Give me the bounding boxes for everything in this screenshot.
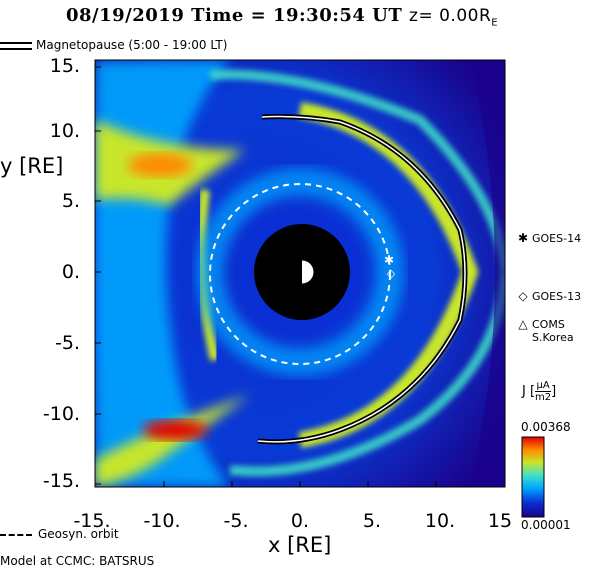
legend-goes14-label: GOES-14 (532, 232, 582, 245)
title-time: Time = 19:30:54 UT (191, 5, 403, 26)
y-axis-label: y [RE] (0, 154, 64, 178)
plot-title: 08/19/2019 Time = 19:30:54 UT z= 0.00RE (66, 5, 498, 28)
model-note: Model at CCMC: BATSRUS (0, 554, 155, 568)
diamond-icon: ◇ (518, 289, 528, 303)
x-axis-label: x [RE] (268, 533, 332, 557)
x-tick-label: -10. (143, 510, 181, 532)
y-tick-label: -15. (42, 470, 80, 492)
asterisk-icon: ✱ (517, 231, 529, 245)
y-tick-label: 5. (61, 190, 80, 212)
y-tick-label: 10. (49, 120, 80, 142)
magnetopause-line-inner (257, 115, 466, 443)
legend-goes14: ✱ GOES-14 (514, 231, 582, 246)
triangle-icon: △ (518, 317, 528, 331)
x-tick-label: 0. (290, 510, 310, 532)
tail-band-lower (95, 395, 250, 487)
outer-region (470, 60, 505, 487)
geosyn-orbit (209, 183, 391, 365)
y-tick-label: -5. (55, 332, 80, 354)
x-tick-label: -5. (223, 510, 249, 532)
legend-goes13-label: GOES-13 (532, 290, 582, 303)
legend-coms-label: COMS (532, 318, 565, 331)
colorbar-max: 0.00368 (521, 420, 571, 434)
geosyn-dash-swatch (0, 533, 32, 536)
geosyn-legend-label: Geosyn. orbit (38, 527, 119, 541)
colorbar (521, 436, 545, 518)
goes13-marker: ◇ (387, 267, 396, 280)
earth-night-side (290, 260, 302, 284)
legend-coms: △ COMS S.Korea (514, 317, 574, 345)
magnetopause-legend: Magnetopause (5:00 - 19:00 LT) (0, 38, 300, 56)
magnetopause-line-swatch (0, 41, 32, 50)
legend-coms-sublabel: S.Korea (532, 331, 574, 344)
geosyn-legend: Geosyn. orbit (0, 527, 119, 541)
magnetopause-legend-label: Magnetopause (5:00 - 19:00 LT) (36, 38, 228, 52)
heatmap-field: ✱ ◇ (95, 60, 505, 487)
legend-goes13: ◇ GOES-13 (514, 289, 582, 304)
colorbar-min: 0.00001 (521, 518, 571, 532)
title-date: 08/19/2019 (66, 5, 185, 26)
x-tick-label: 10. (424, 510, 456, 532)
tick-marks (94, 66, 506, 487)
hotspot-lower (143, 420, 207, 440)
y-tick-label: 0. (61, 261, 80, 283)
x-tick-label: 15 (487, 510, 513, 532)
hotspot-upper (128, 153, 192, 177)
x-tick-label: -15. (73, 510, 111, 532)
x-tick-label: 5. (362, 510, 382, 532)
y-tick-label: -10. (42, 403, 80, 425)
colorbar-title: J [μA m2] (522, 380, 557, 403)
y-tick-label: 15. (49, 55, 80, 77)
title-z: z= 0.00RE (409, 6, 499, 29)
goes14-marker: ✱ (384, 253, 394, 267)
